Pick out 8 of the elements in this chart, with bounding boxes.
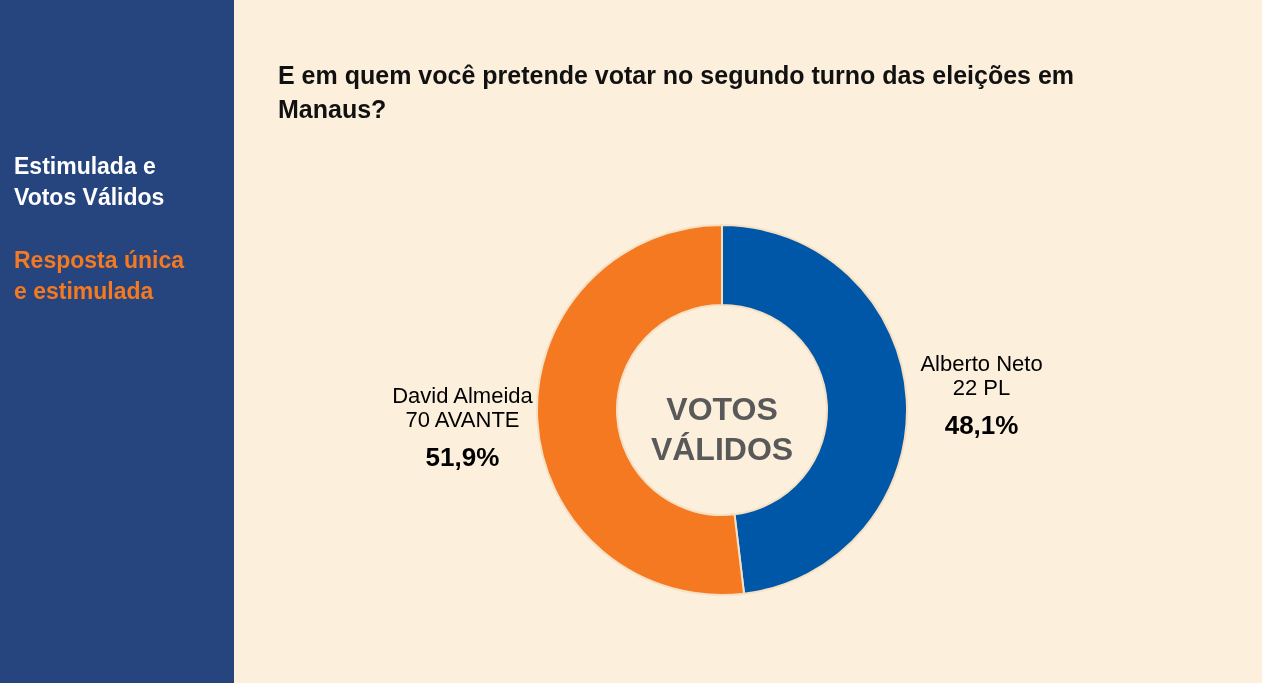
chart-title: E em quem você pretende votar no segundo turno das eleições em Manaus? [278, 61, 1075, 123]
data-label: 48,1% [944, 410, 1019, 441]
data-label: 51,9% [425, 441, 500, 472]
slice-label: Alberto Neto 22 PL [920, 351, 1043, 401]
text: VOTOS VÁLIDOS [650, 391, 794, 467]
slice-label: David Almeida 70 AVANTE [392, 382, 534, 432]
text: Estimulada e Votos Válidos [14, 153, 165, 210]
text: Resposta única e estimulada [14, 247, 185, 304]
